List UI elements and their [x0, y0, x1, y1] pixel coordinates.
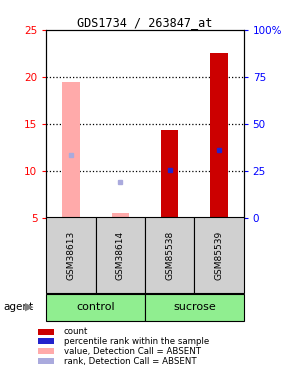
- Text: percentile rank within the sample: percentile rank within the sample: [64, 337, 209, 346]
- Text: GSM38614: GSM38614: [116, 230, 125, 280]
- Text: sucrose: sucrose: [173, 302, 216, 312]
- Text: GSM85538: GSM85538: [165, 230, 174, 280]
- Text: GSM38613: GSM38613: [66, 230, 76, 280]
- Bar: [46, 217, 96, 292]
- Text: count: count: [64, 327, 88, 336]
- Bar: [46, 294, 145, 321]
- Text: GSM85539: GSM85539: [214, 230, 224, 280]
- Bar: [96, 217, 145, 292]
- Title: GDS1734 / 263847_at: GDS1734 / 263847_at: [77, 16, 213, 29]
- Text: value, Detection Call = ABSENT: value, Detection Call = ABSENT: [64, 347, 201, 356]
- Text: agent: agent: [3, 302, 33, 312]
- Text: rank, Detection Call = ABSENT: rank, Detection Call = ABSENT: [64, 357, 196, 366]
- Bar: [145, 294, 244, 321]
- Bar: [194, 217, 244, 292]
- Bar: [112, 213, 129, 217]
- Bar: [210, 54, 228, 217]
- Bar: [62, 82, 80, 218]
- Bar: [161, 130, 178, 218]
- Bar: [145, 217, 194, 292]
- Text: ▶: ▶: [25, 302, 34, 312]
- Text: control: control: [76, 302, 115, 312]
